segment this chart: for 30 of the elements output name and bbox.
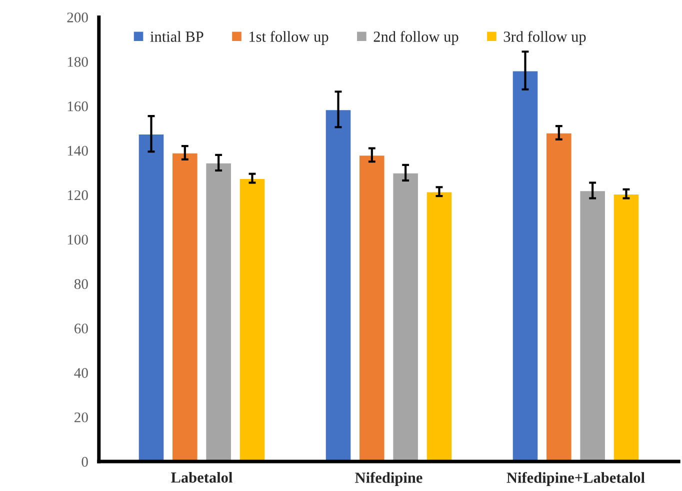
bar xyxy=(578,190,606,462)
y-tick-label: 100 xyxy=(68,234,88,245)
legend-label: intial BP xyxy=(150,31,204,42)
bar xyxy=(324,108,352,462)
y-tick-label: 0 xyxy=(82,456,88,467)
bar xyxy=(511,70,540,462)
legend-label: 3rd follow up xyxy=(504,30,586,45)
y-tick-label: 60 xyxy=(74,324,88,334)
x-tick-label: Labetalol xyxy=(171,472,232,483)
y-tick-label: 120 xyxy=(68,190,88,200)
x-tick-label: Nifedipine+Labetalol xyxy=(506,472,645,486)
y-tick-label: 40 xyxy=(74,368,88,378)
bar xyxy=(545,132,573,462)
bar xyxy=(137,133,166,462)
bar xyxy=(392,172,420,462)
y-tick-label: 140 xyxy=(68,146,88,156)
legend-label: 2nd follow up xyxy=(374,30,458,45)
y-tick-label: 20 xyxy=(74,412,88,422)
bar xyxy=(612,193,640,462)
x-tick-label: Nifedipine xyxy=(355,472,422,486)
bar xyxy=(171,152,199,462)
y-tick-label: 80 xyxy=(74,279,88,289)
bar xyxy=(204,162,232,462)
bar xyxy=(238,178,266,462)
legend-label: 1st follow up xyxy=(250,30,328,45)
y-tick-label: 180 xyxy=(68,56,88,67)
y-tick-label: 160 xyxy=(68,101,88,112)
bar xyxy=(425,190,454,462)
bar xyxy=(358,154,386,462)
y-tick-label: 200 xyxy=(67,12,88,22)
